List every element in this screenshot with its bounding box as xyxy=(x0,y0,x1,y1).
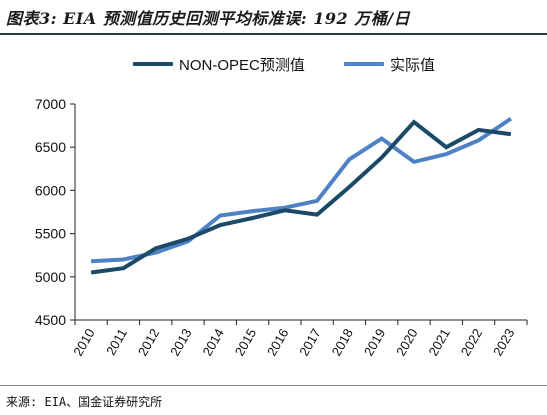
y-tick-label: 6500 xyxy=(35,139,66,155)
series-line-forecast xyxy=(90,119,512,275)
y-tick-label: 7000 xyxy=(35,96,66,112)
x-tick-label: 2020 xyxy=(393,326,420,359)
x-tick-label: 2022 xyxy=(458,326,485,359)
series-line-actual xyxy=(90,117,513,264)
y-tick-label: 5500 xyxy=(35,226,66,242)
x-tick-label: 2023 xyxy=(490,326,517,359)
x-tick-label: 2021 xyxy=(425,326,452,359)
x-tick-label: 2013 xyxy=(167,326,194,359)
legend-swatch-actual xyxy=(344,62,384,66)
x-tick-label: 2018 xyxy=(329,326,356,359)
legend-item-actual: 实际值 xyxy=(344,52,454,76)
x-tick-label: 2012 xyxy=(135,326,162,359)
x-tick-label: 2011 xyxy=(103,326,130,358)
title-bar: 图表3: EIA 预测值历史回测平均标准误: 192 万桶/日 xyxy=(0,0,547,35)
legend-item-forecast: NON-OPEC预测值 xyxy=(133,52,323,76)
x-tick-label: 2015 xyxy=(232,326,259,359)
legend-swatch-forecast xyxy=(133,62,173,66)
x-tick-label: 2014 xyxy=(199,326,226,359)
x-tick-label: 2010 xyxy=(70,326,97,359)
legend: NON-OPEC预测值 实际值 xyxy=(0,52,547,76)
y-tick-label: 4500 xyxy=(35,312,66,328)
source-note: 来源: EIA、国金证券研究所 xyxy=(6,395,163,409)
x-tick-label: 2016 xyxy=(264,326,291,359)
y-tick-label: 6000 xyxy=(35,182,66,198)
x-tick-label: 2019 xyxy=(361,326,388,359)
y-tick-label: 5000 xyxy=(35,269,66,285)
title-divider xyxy=(0,33,547,35)
line-chart: 4500 5000 5500 6000 6500 7000 2010 2011 2012 2013… xyxy=(35,96,528,359)
source-divider xyxy=(0,385,547,386)
legend-label-actual: 实际值 xyxy=(390,57,436,74)
legend-label-forecast: NON-OPEC预测值 xyxy=(179,57,305,74)
chart-title: 图表3: EIA 预测值历史回测平均标准误: 192 万桶/日 xyxy=(6,9,411,28)
x-tick-label: 2017 xyxy=(296,326,323,359)
